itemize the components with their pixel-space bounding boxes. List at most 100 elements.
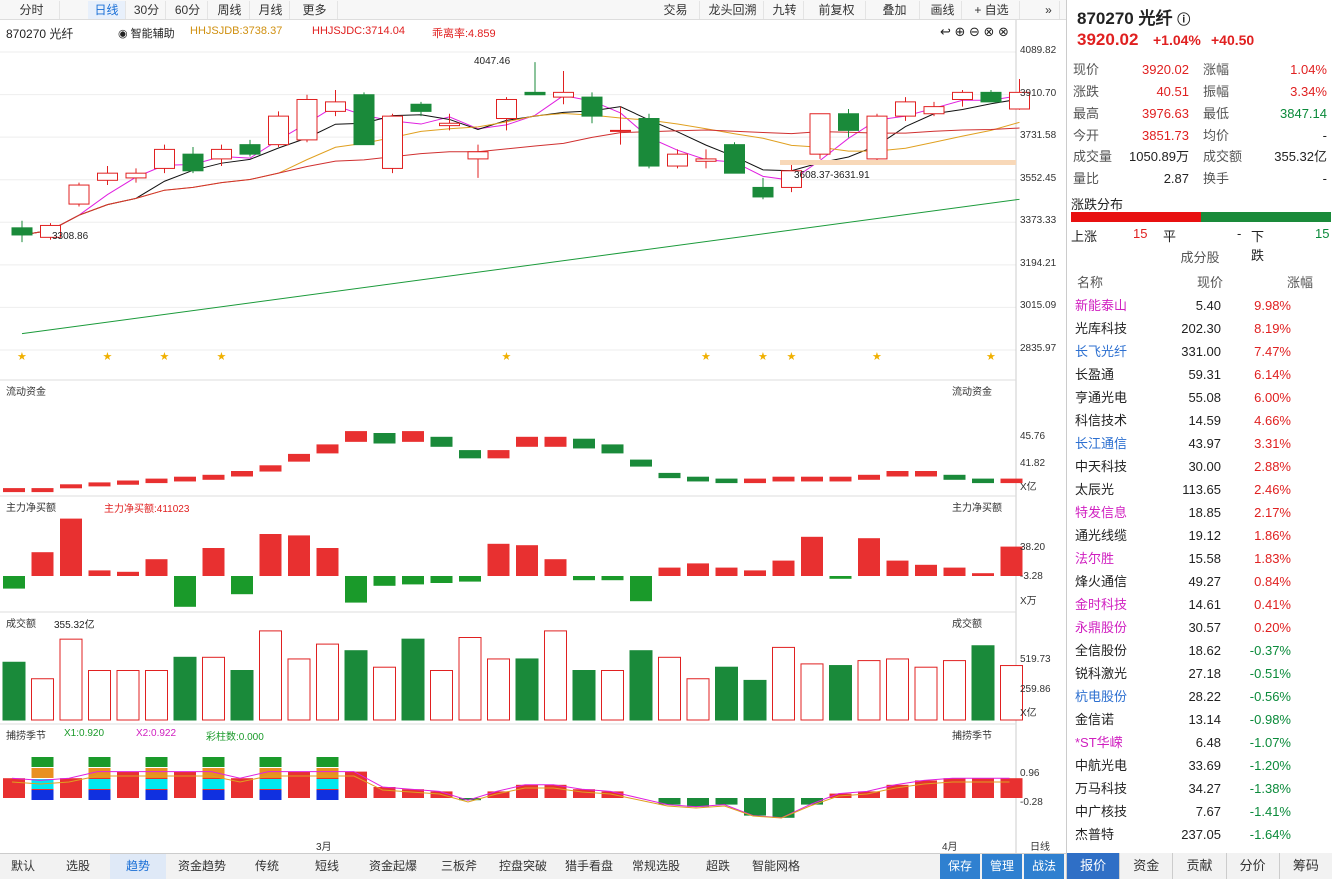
stock-name[interactable]: 杭电股份 <box>1075 689 1128 704</box>
col-pct[interactable]: 涨幅 <box>1287 275 1314 290</box>
period-tab-6[interactable]: 更多 <box>292 1 338 19</box>
volume-bar <box>800 663 824 721</box>
stock-name[interactable]: 全信股份 <box>1075 643 1128 658</box>
stock-row[interactable]: 法尔胜 15.58 1.83% <box>1071 547 1329 570</box>
chart-controls[interactable]: ↩ ⊕ ⊖ ⊗ ⊗ <box>940 24 1009 39</box>
volume-bar <box>373 666 396 721</box>
flow-bar <box>60 484 82 489</box>
period-tab-0[interactable]: 分时 <box>4 1 60 19</box>
quote-tab-0[interactable]: 报价 <box>1066 853 1120 879</box>
stock-row[interactable]: 特发信息 18.85 2.17% <box>1071 501 1329 524</box>
stock-name[interactable]: 法尔胜 <box>1075 551 1115 566</box>
stock-row[interactable]: 锐科激光 27.18 -0.51% <box>1071 662 1329 685</box>
quote-tab-2[interactable]: 贡献 <box>1172 853 1226 879</box>
period-tab-2[interactable]: 30分 <box>128 1 166 19</box>
stock-row[interactable]: 中航光电 33.69 -1.20% <box>1071 754 1329 777</box>
strategy-tab-1[interactable]: 选股 <box>65 859 90 873</box>
stock-name[interactable]: 科信技术 <box>1075 413 1128 428</box>
stock-row[interactable]: 长飞光纤 331.00 7.47% <box>1071 340 1329 363</box>
stock-row[interactable]: 新能泰山 5.40 9.98% <box>1071 294 1329 317</box>
stock-row[interactable]: 光库科技 202.30 8.19% <box>1071 317 1329 340</box>
smart-assist-toggle[interactable]: ◉ 智能辅助 <box>118 28 175 40</box>
strategy-tab-9[interactable]: 猎手看盘 <box>564 859 613 873</box>
strategy-tab-0[interactable]: 默认 <box>10 859 35 873</box>
stock-row[interactable]: 通光线缆 19.12 1.86% <box>1071 524 1329 547</box>
volume-tick: 519.73 <box>1020 654 1051 665</box>
season-bar <box>715 798 738 805</box>
period-tab-14[interactable]: » <box>1038 1 1060 19</box>
stock-name[interactable]: 金信诺 <box>1075 712 1115 727</box>
stock-name[interactable]: 长盈通 <box>1075 367 1115 382</box>
action-0[interactable]: 保存 <box>940 854 980 879</box>
season-x1-line <box>11 775 1010 819</box>
col-name[interactable]: 名称 <box>1077 275 1104 290</box>
stock-price: 7.67 <box>1195 804 1221 819</box>
stock-name[interactable]: 长飞光纤 <box>1075 344 1128 359</box>
period-tab-7[interactable]: 交易 <box>652 1 700 19</box>
strategy-tab-12[interactable]: 智能网格 <box>751 859 800 873</box>
stock-name[interactable]: 金时科技 <box>1075 597 1128 612</box>
quote-tab-1[interactable]: 资金 <box>1119 853 1173 879</box>
stock-name[interactable]: 锐科激光 <box>1075 666 1128 681</box>
strategy-tab-11[interactable]: 超跌 <box>705 859 730 873</box>
stock-row[interactable]: 科信技术 14.59 4.66% <box>1071 409 1329 432</box>
stock-row[interactable]: *ST华嵘 6.48 -1.07% <box>1071 731 1329 754</box>
strategy-tab-2[interactable]: 趋势 <box>110 854 166 879</box>
stock-row[interactable]: 全信股份 18.62 -0.37% <box>1071 639 1329 662</box>
stock-row[interactable]: 长江通信 43.97 3.31% <box>1071 432 1329 455</box>
stock-name[interactable]: 亨通光电 <box>1075 390 1128 405</box>
stock-name[interactable]: 烽火通信 <box>1075 574 1128 589</box>
period-tab-11[interactable]: 叠加 <box>870 1 920 19</box>
period-tab-12[interactable]: 画线 <box>924 1 962 19</box>
period-tab-5[interactable]: 月线 <box>252 1 290 19</box>
quote-tab-4[interactable]: 筹码 <box>1278 853 1332 879</box>
strategy-tab-7[interactable]: 三板斧 <box>440 859 477 873</box>
stock-name[interactable]: 通光线缆 <box>1075 528 1128 543</box>
stock-row[interactable]: 烽火通信 49.27 0.84% <box>1071 570 1329 593</box>
stock-price: 27.18 <box>1188 666 1221 681</box>
stock-row[interactable]: 金时科技 14.61 0.41% <box>1071 593 1329 616</box>
stock-name[interactable]: 中航光电 <box>1075 758 1128 773</box>
strategy-tab-10[interactable]: 常规选股 <box>631 859 680 873</box>
stock-row[interactable]: 永鼎股份 30.57 0.20% <box>1071 616 1329 639</box>
stock-name[interactable]: 特发信息 <box>1075 505 1128 520</box>
period-tab-4[interactable]: 周线 <box>210 1 250 19</box>
stock-row[interactable]: 亨通光电 55.08 6.00% <box>1071 386 1329 409</box>
stock-row[interactable]: 万马科技 34.27 -1.38% <box>1071 777 1329 800</box>
stock-name[interactable]: 杰普特 <box>1075 827 1115 842</box>
col-price[interactable]: 现价 <box>1197 275 1224 290</box>
stock-row[interactable]: 中广核技 7.67 -1.41% <box>1071 800 1329 823</box>
stock-row[interactable]: 杭电股份 28.22 -0.56% <box>1071 685 1329 708</box>
stock-name[interactable]: 长江通信 <box>1075 436 1128 451</box>
stock-price: 18.85 <box>1188 505 1221 520</box>
period-tab-8[interactable]: 龙头回溯 <box>702 1 764 19</box>
period-tab-13[interactable]: + 自选 <box>964 1 1020 19</box>
period-tab-3[interactable]: 60分 <box>168 1 208 19</box>
stock-row[interactable]: 杰普特 237.05 -1.64% <box>1071 823 1329 846</box>
strategy-tab-6[interactable]: 资金起爆 <box>368 859 417 873</box>
stock-name[interactable]: 永鼎股份 <box>1075 620 1128 635</box>
stock-name[interactable]: 中广核技 <box>1075 804 1128 819</box>
action-1[interactable]: 管理 <box>982 854 1022 879</box>
stock-name[interactable]: 新能泰山 <box>1075 298 1128 313</box>
candlestick-chart[interactable]: ★ ★ ★ ★ ★ ★ ★ ★ ★ ★ <box>0 20 1066 853</box>
stock-name[interactable]: 光库科技 <box>1075 321 1128 336</box>
stock-name[interactable]: 万马科技 <box>1075 781 1128 796</box>
stock-name[interactable]: 中天科技 <box>1075 459 1128 474</box>
quote-tab-3[interactable]: 分价 <box>1225 853 1279 879</box>
strategy-tab-3[interactable]: 资金趋势 <box>177 859 226 873</box>
action-2[interactable]: 战法 <box>1024 854 1064 879</box>
stock-name[interactable]: 太辰光 <box>1075 482 1115 497</box>
net-bar <box>972 573 994 576</box>
period-tab-10[interactable]: 前复权 <box>808 1 866 19</box>
strategy-tab-8[interactable]: 控盘突破 <box>498 859 547 873</box>
stock-row[interactable]: 长盈通 59.31 6.14% <box>1071 363 1329 386</box>
period-tab-9[interactable]: 九转 <box>766 1 804 19</box>
stock-row[interactable]: 太辰光 113.65 2.46% <box>1071 478 1329 501</box>
strategy-tab-5[interactable]: 短线 <box>314 859 339 873</box>
stock-name[interactable]: *ST华嵘 <box>1075 735 1123 750</box>
stock-row[interactable]: 中天科技 30.00 2.88% <box>1071 455 1329 478</box>
period-tab-1[interactable]: 日线 <box>88 1 126 19</box>
stock-row[interactable]: 金信诺 13.14 -0.98% <box>1071 708 1329 731</box>
strategy-tab-4[interactable]: 传统 <box>254 859 279 873</box>
